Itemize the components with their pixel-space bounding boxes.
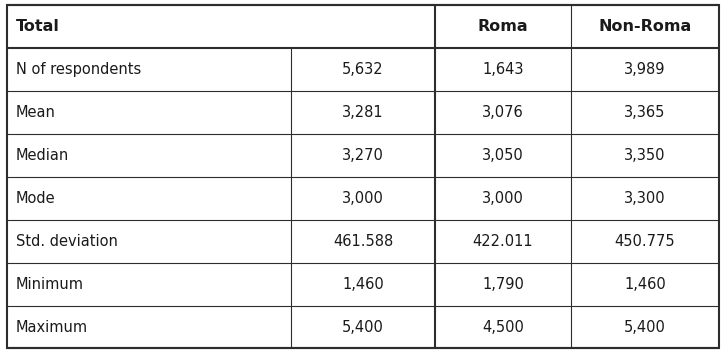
Text: N of respondents: N of respondents <box>16 62 142 77</box>
Text: 3,000: 3,000 <box>342 191 384 206</box>
Text: 3,270: 3,270 <box>342 148 384 163</box>
Text: 3,281: 3,281 <box>342 105 384 120</box>
Text: 5,632: 5,632 <box>342 62 384 77</box>
Text: 3,076: 3,076 <box>482 105 524 120</box>
Text: Minimum: Minimum <box>16 277 84 291</box>
Text: 1,643: 1,643 <box>482 62 523 77</box>
Bar <box>7 177 719 220</box>
Bar <box>7 220 719 263</box>
Text: 461.588: 461.588 <box>333 234 393 249</box>
Text: 1,790: 1,790 <box>482 277 524 291</box>
Text: 3,350: 3,350 <box>624 148 666 163</box>
Text: 5,400: 5,400 <box>624 320 666 334</box>
Text: 3,365: 3,365 <box>624 105 666 120</box>
Text: 4,500: 4,500 <box>482 320 524 334</box>
Text: 3,000: 3,000 <box>482 191 524 206</box>
Text: Roma: Roma <box>478 19 529 34</box>
Text: Std. deviation: Std. deviation <box>16 234 118 249</box>
Text: Maximum: Maximum <box>16 320 88 334</box>
Bar <box>7 134 719 177</box>
Bar <box>7 306 719 348</box>
Text: Non-Roma: Non-Roma <box>598 19 691 34</box>
Text: 450.775: 450.775 <box>614 234 675 249</box>
Text: 3,989: 3,989 <box>624 62 666 77</box>
Text: 1,460: 1,460 <box>624 277 666 291</box>
Text: Mean: Mean <box>16 105 56 120</box>
Bar <box>7 5 719 48</box>
Bar <box>7 263 719 306</box>
Text: Median: Median <box>16 148 69 163</box>
Bar <box>7 48 719 91</box>
Text: Total: Total <box>16 19 60 34</box>
Text: 3,050: 3,050 <box>482 148 524 163</box>
Text: 1,460: 1,460 <box>342 277 384 291</box>
Bar <box>7 91 719 134</box>
Text: 3,300: 3,300 <box>624 191 666 206</box>
Text: 422.011: 422.011 <box>473 234 534 249</box>
Text: Mode: Mode <box>16 191 56 206</box>
Text: 5,400: 5,400 <box>342 320 384 334</box>
